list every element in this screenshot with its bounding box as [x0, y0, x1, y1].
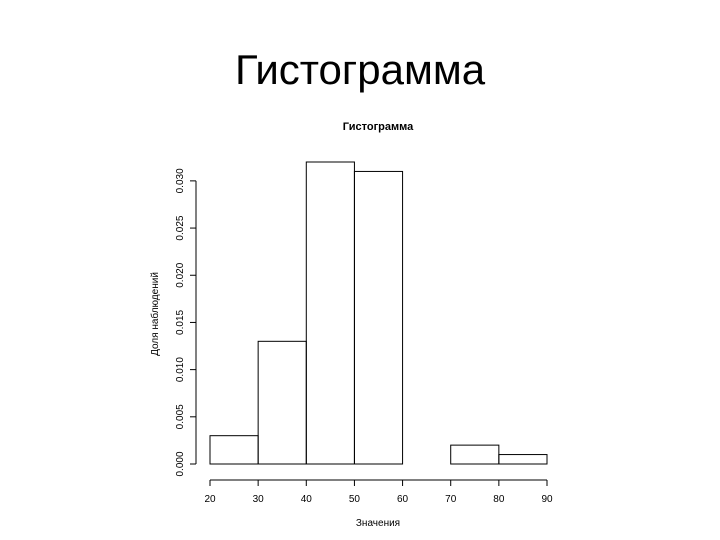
bar: [305, 161, 355, 465]
y-tick-label: 0.005: [175, 404, 186, 429]
y-tick-label: 0.030: [175, 168, 186, 193]
x-axis-label: Значения: [356, 518, 400, 529]
x-tick-label: 40: [301, 494, 313, 505]
bar: [353, 170, 404, 465]
chart-title: Гистограмма: [343, 121, 414, 133]
x-tick-label: 80: [493, 494, 505, 505]
x-tick-label: 60: [397, 494, 409, 505]
x-tick-label: 70: [445, 494, 457, 505]
y-tick-label: 0.025: [175, 215, 186, 240]
bar: [450, 444, 500, 465]
x-tick-label: 30: [253, 494, 265, 505]
x-tick-label: 50: [349, 494, 361, 505]
x-tick-label: 90: [541, 494, 553, 505]
y-tick-label: 0.000: [175, 451, 186, 476]
y-tick-label: 0.015: [175, 309, 186, 334]
y-tick-label: 0.020: [175, 262, 186, 287]
bar: [498, 454, 548, 465]
y-axis-label: Доля наблюдений: [149, 272, 161, 356]
x-tick-label: 20: [204, 494, 216, 505]
bar: [209, 435, 259, 465]
bar: [257, 340, 307, 465]
slide-title: Гистограмма: [235, 46, 486, 93]
y-tick-label: 0.010: [175, 357, 186, 382]
